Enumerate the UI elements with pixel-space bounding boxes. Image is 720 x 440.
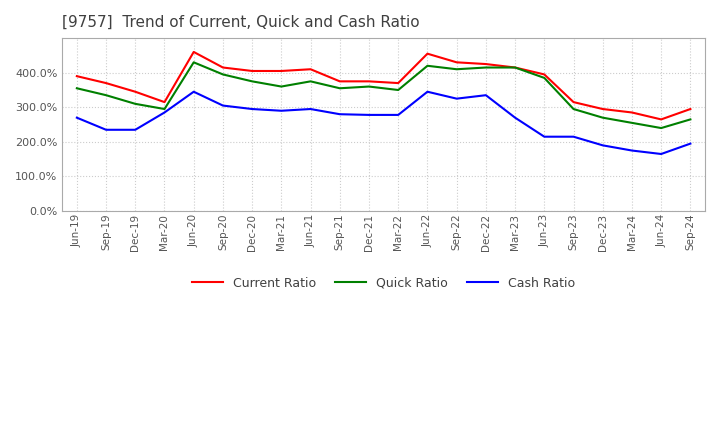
Quick Ratio [189,60,198,65]
Cash Ratio [482,92,490,98]
Current Ratio [365,79,374,84]
Current Ratio [570,99,578,105]
Quick Ratio [219,72,228,77]
Current Ratio [628,110,636,115]
Cash Ratio [277,108,286,114]
Legend: Current Ratio, Quick Ratio, Cash Ratio: Current Ratio, Quick Ratio, Cash Ratio [187,272,580,295]
Cash Ratio [131,127,140,132]
Current Ratio [686,106,695,112]
Cash Ratio [306,106,315,112]
Quick Ratio [306,79,315,84]
Cash Ratio [540,134,549,139]
Current Ratio [482,62,490,67]
Current Ratio [73,73,81,79]
Cash Ratio [657,151,665,157]
Line: Cash Ratio: Cash Ratio [77,92,690,154]
Quick Ratio [102,92,110,98]
Cash Ratio [189,89,198,94]
Current Ratio [394,81,402,86]
Quick Ratio [73,86,81,91]
Quick Ratio [598,115,607,120]
Current Ratio [336,79,344,84]
Current Ratio [657,117,665,122]
Cash Ratio [219,103,228,108]
Quick Ratio [365,84,374,89]
Quick Ratio [277,84,286,89]
Current Ratio [510,65,519,70]
Cash Ratio [423,89,432,94]
Quick Ratio [160,106,168,112]
Quick Ratio [657,125,665,131]
Quick Ratio [510,65,519,70]
Cash Ratio [102,127,110,132]
Quick Ratio [540,75,549,81]
Current Ratio [160,99,168,105]
Cash Ratio [570,134,578,139]
Cash Ratio [394,112,402,117]
Current Ratio [452,60,461,65]
Cash Ratio [628,148,636,153]
Text: [9757]  Trend of Current, Quick and Cash Ratio: [9757] Trend of Current, Quick and Cash … [62,15,420,30]
Quick Ratio [570,106,578,112]
Quick Ratio [482,65,490,70]
Quick Ratio [452,66,461,72]
Quick Ratio [628,120,636,125]
Cash Ratio [598,143,607,148]
Current Ratio [306,66,315,72]
Current Ratio [540,72,549,77]
Cash Ratio [73,115,81,120]
Current Ratio [219,65,228,70]
Quick Ratio [336,86,344,91]
Cash Ratio [160,110,168,115]
Current Ratio [248,68,256,73]
Current Ratio [189,49,198,55]
Cash Ratio [452,96,461,101]
Current Ratio [131,89,140,94]
Quick Ratio [394,88,402,93]
Current Ratio [277,68,286,73]
Quick Ratio [248,79,256,84]
Quick Ratio [423,63,432,69]
Cash Ratio [510,115,519,120]
Current Ratio [598,106,607,112]
Cash Ratio [365,112,374,117]
Quick Ratio [131,101,140,106]
Cash Ratio [336,112,344,117]
Line: Quick Ratio: Quick Ratio [77,62,690,128]
Line: Current Ratio: Current Ratio [77,52,690,119]
Quick Ratio [686,117,695,122]
Cash Ratio [248,106,256,112]
Current Ratio [102,81,110,86]
Current Ratio [423,51,432,56]
Cash Ratio [686,141,695,146]
